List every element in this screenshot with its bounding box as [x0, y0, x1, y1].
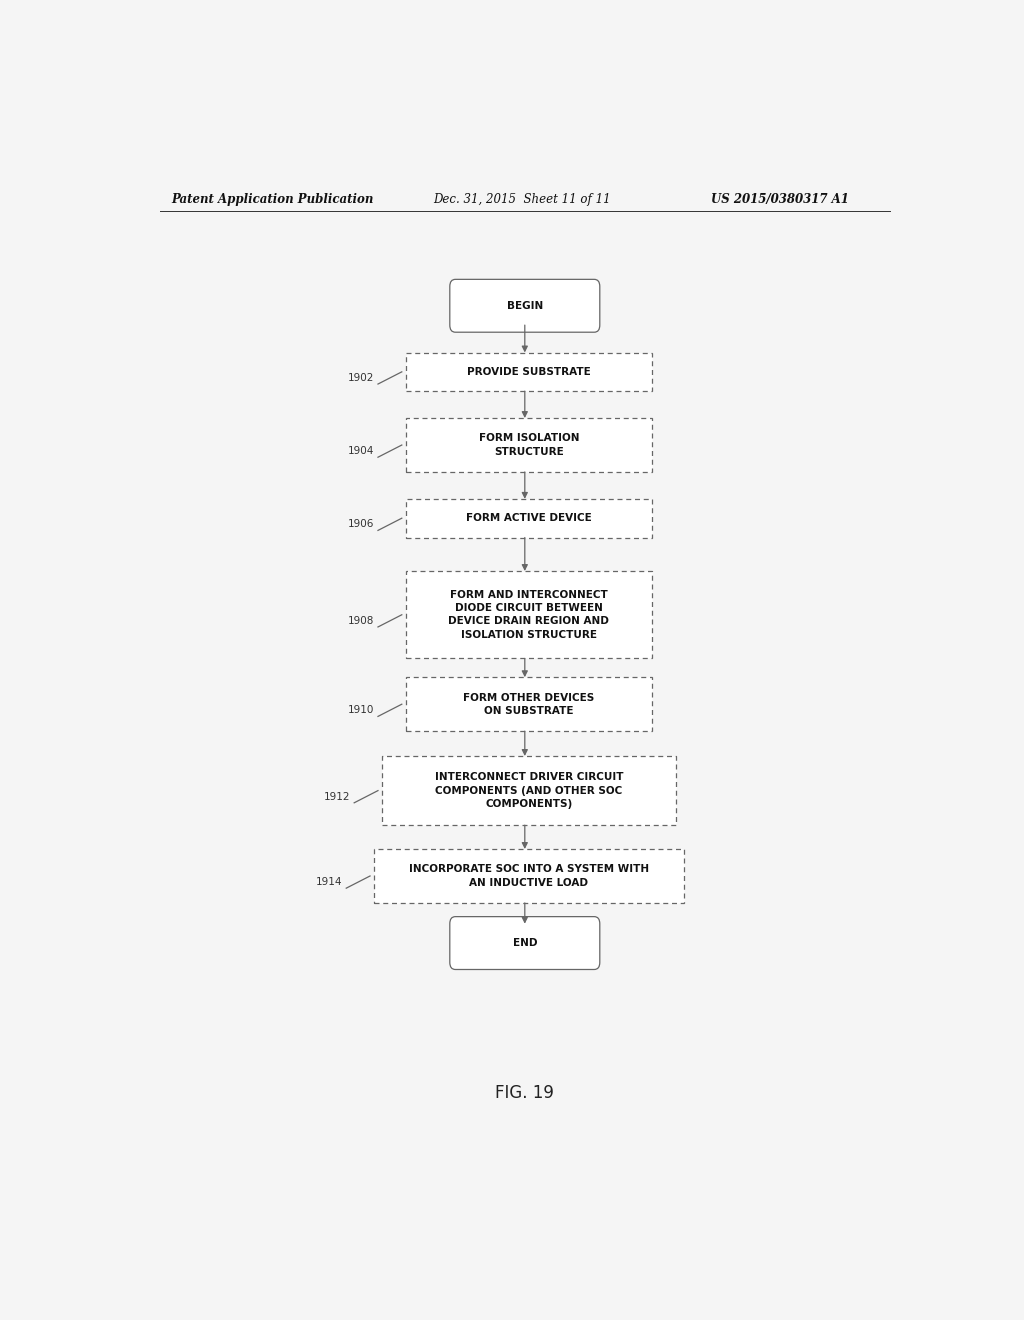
Text: 1914: 1914 [315, 876, 342, 887]
Text: 1904: 1904 [347, 446, 374, 457]
Text: 1912: 1912 [324, 792, 350, 801]
Bar [406, 418, 651, 473]
FancyBboxPatch shape [450, 916, 600, 969]
Text: END: END [513, 939, 537, 948]
FancyBboxPatch shape [450, 280, 600, 333]
Text: Dec. 31, 2015  Sheet 11 of 11: Dec. 31, 2015 Sheet 11 of 11 [433, 193, 611, 206]
Text: 1908: 1908 [347, 616, 374, 626]
Bar [406, 677, 651, 731]
Text: FORM ACTIVE DEVICE: FORM ACTIVE DEVICE [466, 513, 592, 523]
Text: FORM AND INTERCONNECT
DIODE CIRCUIT BETWEEN
DEVICE DRAIN REGION AND
ISOLATION ST: FORM AND INTERCONNECT DIODE CIRCUIT BETW… [449, 590, 609, 640]
Text: BEGIN: BEGIN [507, 301, 543, 310]
Text: 1902: 1902 [347, 374, 374, 383]
Text: Patent Application Publication: Patent Application Publication [172, 193, 374, 206]
Bar [406, 572, 651, 659]
Bar [374, 849, 684, 903]
Text: PROVIDE SUBSTRATE: PROVIDE SUBSTRATE [467, 367, 591, 376]
Text: INTERCONNECT DRIVER CIRCUIT
COMPONENTS (AND OTHER SOC
COMPONENTS): INTERCONNECT DRIVER CIRCUIT COMPONENTS (… [434, 772, 623, 809]
Text: FIG. 19: FIG. 19 [496, 1085, 554, 1102]
Text: INCORPORATE SOC INTO A SYSTEM WITH
AN INDUCTIVE LOAD: INCORPORATE SOC INTO A SYSTEM WITH AN IN… [409, 865, 649, 887]
Bar [406, 499, 651, 537]
Bar [406, 352, 651, 391]
Text: 1910: 1910 [347, 705, 374, 715]
Bar [382, 756, 676, 825]
Text: US 2015/0380317 A1: US 2015/0380317 A1 [712, 193, 849, 206]
Text: FORM OTHER DEVICES
ON SUBSTRATE: FORM OTHER DEVICES ON SUBSTRATE [463, 693, 594, 715]
Text: 1906: 1906 [347, 519, 374, 529]
Text: FORM ISOLATION
STRUCTURE: FORM ISOLATION STRUCTURE [478, 433, 579, 457]
